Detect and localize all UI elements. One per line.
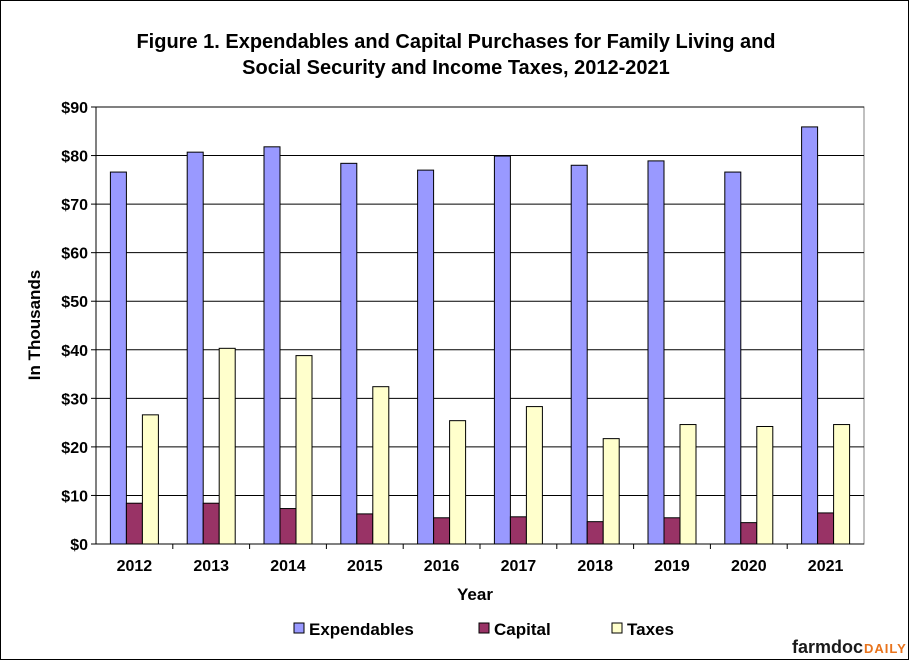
bar-taxes-2019	[679, 424, 697, 545]
bar-capital-2015	[356, 513, 374, 545]
bar-expendables-2019	[647, 160, 665, 545]
svg-text:farmdocDAILY: farmdocDAILY	[792, 637, 907, 657]
y-tick-label: $50	[61, 294, 88, 311]
bar-taxes-2018	[602, 438, 620, 545]
bar-taxes-2013	[218, 347, 236, 545]
bar-expendables-2018	[570, 164, 588, 545]
bar-capital-2013	[202, 502, 220, 545]
bar-expendables-2016	[417, 169, 435, 545]
y-tick-label: $70	[61, 197, 88, 214]
bar-taxes-2020	[756, 425, 774, 545]
bar-taxes-2016	[449, 420, 467, 545]
legend-swatch-capital	[478, 622, 490, 634]
x-tick-label: 2016	[424, 558, 460, 575]
legend-label-taxes: Taxes	[627, 620, 674, 639]
legend-swatch-expendables	[293, 622, 305, 634]
x-tick-label: 2019	[654, 558, 690, 575]
bar-taxes-2012	[141, 414, 159, 545]
bar-expendables-2013	[186, 151, 204, 545]
y-tick-label: $80	[61, 149, 88, 166]
bar-taxes-2021	[833, 424, 851, 545]
x-axis-title: Year	[457, 585, 493, 604]
x-tick-label: 2017	[501, 558, 537, 575]
bar-expendables-2015	[340, 162, 358, 545]
chart-title-line-1: Figure 1. Expendables and Capital Purcha…	[136, 31, 775, 53]
chart-title-line-2: Social Security and Income Taxes, 2012-2…	[242, 57, 670, 79]
y-tick-label: $30	[61, 391, 88, 408]
legend-label-expendables: Expendables	[309, 620, 414, 639]
farmdoc-logo: farmdocDAILY	[792, 637, 907, 657]
bar-expendables-2012	[109, 171, 127, 545]
plot-area	[95, 106, 865, 545]
y-tick-label: $60	[61, 246, 88, 263]
bar-expendables-2021	[801, 126, 819, 545]
y-tick-labels: $0 $10 $20 $30 $40 $50 $60 $70 $80 $90	[61, 100, 88, 554]
bar-taxes-2014	[295, 355, 313, 545]
legend-swatch-taxes	[611, 622, 623, 634]
brand-farmdoc: farmdoc	[792, 637, 863, 657]
bar-taxes-2015	[372, 386, 390, 545]
x-tick-labels: 2012 2013 2014 2015 2016 2017 2018 2019 2020 2021	[117, 544, 844, 575]
y-tick-label: $0	[70, 537, 88, 554]
legend: Expendables Capital Taxes	[293, 620, 674, 639]
legend-label-capital: Capital	[494, 620, 551, 639]
x-tick-label: 2013	[193, 558, 229, 575]
bar-capital-2012	[125, 502, 143, 545]
bar-capital-2018	[586, 521, 604, 545]
bar-expendables-2014	[263, 146, 281, 545]
bar-capital-2021	[817, 512, 835, 545]
x-tick-label: 2014	[270, 558, 306, 575]
bar-capital-2016	[433, 517, 451, 545]
x-tick-label: 2012	[117, 558, 153, 575]
x-tick-label: 2015	[347, 558, 383, 575]
bar-taxes-2017	[525, 406, 543, 545]
y-tick-label: $90	[61, 100, 88, 117]
y-tick-label: $40	[61, 343, 88, 360]
x-tick-label: 2018	[577, 558, 613, 575]
x-tick-label: 2020	[731, 558, 767, 575]
bar-expendables-2017	[493, 155, 511, 545]
bar-capital-2020	[740, 522, 758, 545]
bars-group	[109, 126, 851, 545]
bar-capital-2017	[509, 516, 527, 545]
brand-daily: DAILY	[864, 641, 907, 656]
y-axis-title: In Thousands	[25, 270, 44, 381]
y-tick-label: $10	[61, 488, 88, 505]
x-tick-label: 2021	[808, 558, 844, 575]
bar-capital-2019	[663, 517, 681, 545]
y-tick-label: $20	[61, 440, 88, 457]
bar-expendables-2020	[724, 171, 742, 545]
bar-capital-2014	[279, 508, 297, 545]
